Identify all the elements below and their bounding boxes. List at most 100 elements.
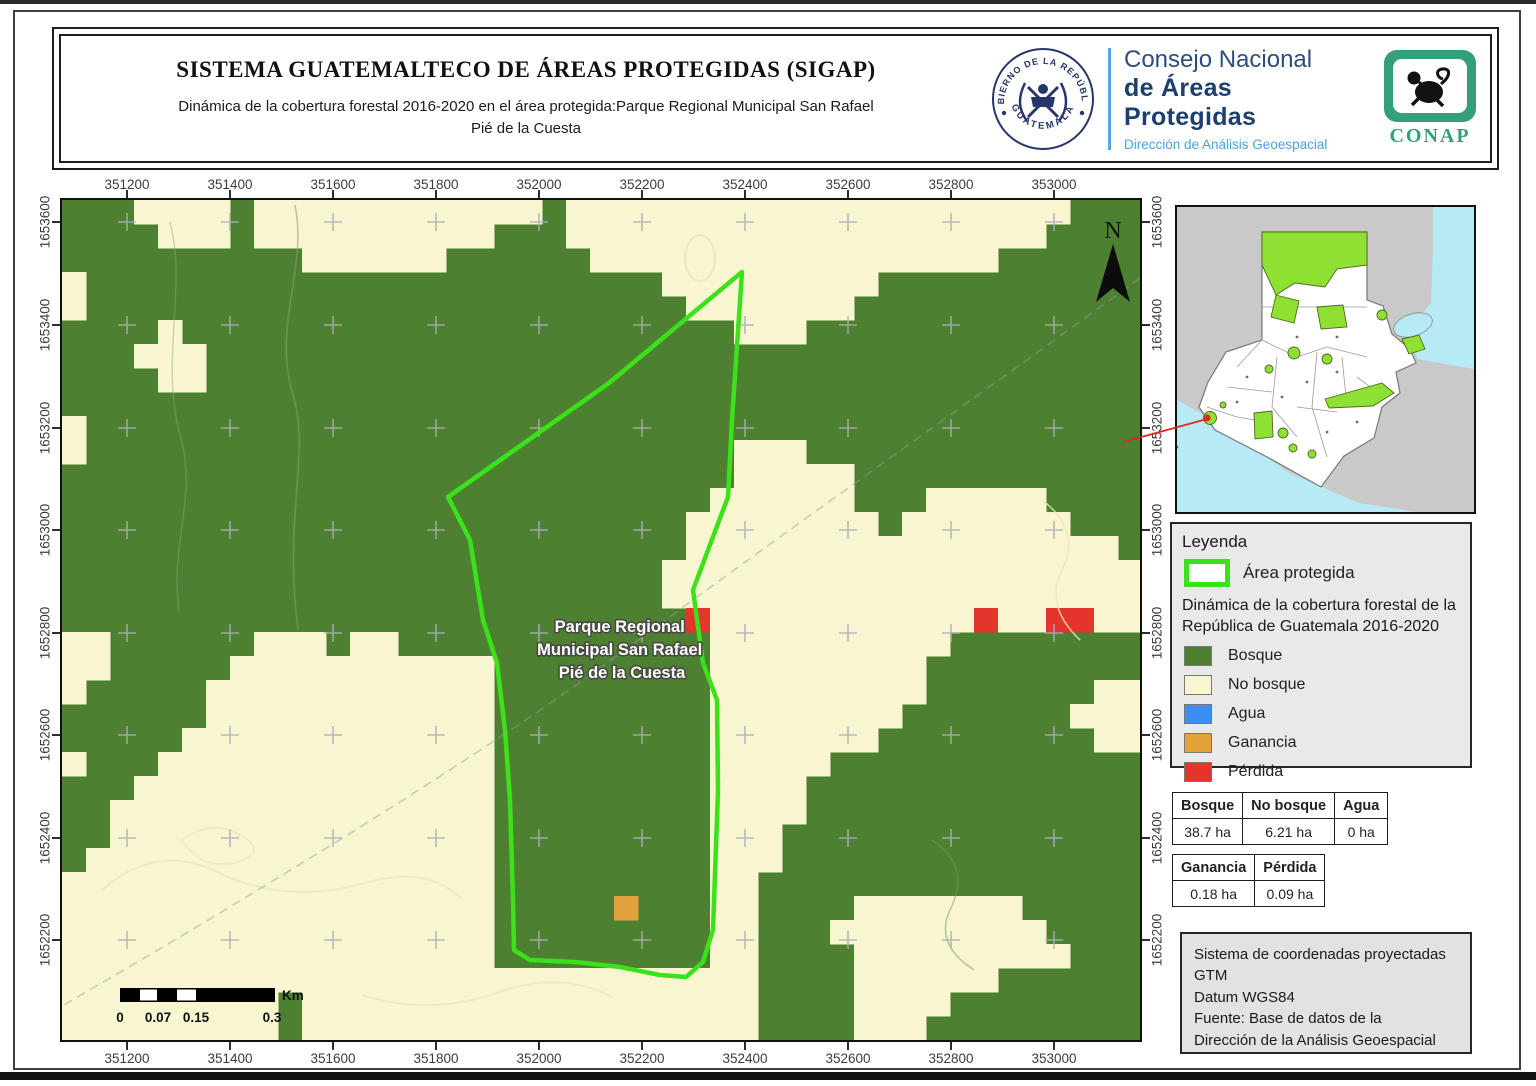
- axis-label-y: 1653400: [1149, 298, 1165, 352]
- legend-item-label: Pérdida: [1228, 762, 1284, 780]
- legend-item: Pérdida: [1184, 761, 1460, 782]
- area-protegida-swatch: [1184, 559, 1230, 587]
- legend-box: Leyenda Área protegida Dinámica de la co…: [1170, 522, 1472, 782]
- axis-label-x: 353000: [1031, 177, 1077, 192]
- axis-label-x: 352400: [722, 177, 768, 192]
- change-header: Ganancia: [1171, 854, 1256, 881]
- svg-text:GOBIERNO DE LA REPÚBLICA: GOBIERNO DE LA REPÚBLICA: [991, 47, 1090, 105]
- info-line: Dirección de la Análisis Geoespacial: [1194, 1031, 1436, 1049]
- axis-tick: [641, 1042, 643, 1050]
- top-border-bar: [0, 0, 1536, 4]
- map-canvas: Parque Regional Municipal San Rafael Pié…: [61, 200, 1166, 1041]
- org-line-3: Dirección de Análisis Geoespacial: [1124, 136, 1328, 152]
- axis-label-y: 1652600: [37, 708, 53, 762]
- legend-item: Bosque: [1184, 645, 1460, 666]
- svg-text:0.15: 0.15: [183, 1010, 210, 1025]
- axis-tick: [1142, 939, 1150, 941]
- axis-tick: [538, 190, 540, 198]
- legend-item-label: Bosque: [1228, 646, 1283, 664]
- legend-items: Bosque No bosque Agua Ganancia Pérdida: [1182, 645, 1460, 782]
- info-line: Fuente: Base de datos de la: [1194, 1010, 1382, 1028]
- axis-tick: [52, 221, 60, 223]
- axis-label-y: 1653200: [37, 401, 53, 455]
- axis-label-y: 1653600: [1149, 195, 1165, 249]
- axis-label-x: 352000: [516, 177, 562, 192]
- contour-lines: [101, 204, 1081, 1007]
- change-value: 0.18 ha: [1171, 880, 1256, 907]
- legend-item: No bosque: [1184, 674, 1460, 695]
- coverage-header: No bosque: [1242, 792, 1336, 819]
- header-inner-frame: SISTEMA GUATEMALTECO DE ÁREAS PROTEGIDAS…: [59, 34, 1492, 163]
- axis-tick: [52, 324, 60, 326]
- inset-speckles: [1175, 335, 1359, 449]
- legend-area-protegida-row: Área protegida: [1184, 559, 1460, 587]
- axis-label-y: 1653400: [37, 298, 53, 352]
- coverage-value: 38.7 ha: [1171, 818, 1244, 845]
- axis-tick: [950, 1042, 952, 1050]
- axis-tick: [847, 190, 849, 198]
- axis-tick: [538, 1042, 540, 1050]
- svg-text:0.07: 0.07: [145, 1010, 171, 1025]
- inset-protected-areas: [1203, 231, 1426, 459]
- axis-label-x: 353000: [1031, 1051, 1077, 1066]
- brand-divider: [1108, 47, 1111, 150]
- coverage-header: Agua: [1334, 792, 1389, 819]
- org-line-1: Consejo Nacional: [1124, 45, 1313, 73]
- axis-tick: [1142, 324, 1150, 326]
- axis-tick: [744, 1042, 746, 1050]
- axis-tick: [229, 1042, 231, 1050]
- page-title: SISTEMA GUATEMALTECO DE ÁREAS PROTEGIDAS…: [176, 57, 876, 83]
- page-subtitle: Dinámica de la cobertura forestal 2016-2…: [178, 98, 874, 137]
- axis-tick: [435, 1042, 437, 1050]
- axis-tick: [1142, 734, 1150, 736]
- north-label: N: [1104, 218, 1121, 244]
- legend-item: Agua: [1184, 703, 1460, 724]
- legend-item-swatch: [1184, 732, 1212, 753]
- axis-label-x: 351800: [413, 1051, 459, 1066]
- axis-tick: [1142, 632, 1150, 634]
- axis-tick: [641, 190, 643, 198]
- info-line: Datum WGS84: [1194, 988, 1295, 1006]
- axis-tick: [52, 939, 60, 941]
- axis-tick: [126, 1042, 128, 1050]
- axis-tick: [435, 190, 437, 198]
- axis-label-x: 352200: [619, 1051, 665, 1066]
- conap-logo-box: [1384, 49, 1476, 122]
- bottom-border-bar: [0, 1072, 1536, 1080]
- axis-label-x: 352600: [825, 1051, 871, 1066]
- scale-bar-labels: 0 0.07 0.15 0.3: [116, 1010, 282, 1025]
- legend-item: Ganancia: [1184, 732, 1460, 753]
- axis-tick: [950, 190, 952, 198]
- projection-info-box: Sistema de coordenadas proyectadas GTM D…: [1180, 932, 1472, 1054]
- axis-label-y: 1652200: [37, 913, 53, 967]
- axis-label-y: 1652200: [1149, 913, 1165, 967]
- axis-tick: [1142, 427, 1150, 429]
- axis-label-x: 351200: [104, 1051, 150, 1066]
- monkey-icon: [1407, 66, 1451, 107]
- axis-tick: [1142, 529, 1150, 531]
- conap-logo: CONAP: [1384, 49, 1476, 148]
- axis-label-y: 1652400: [1149, 811, 1165, 865]
- axis-label-x: 351400: [207, 1051, 253, 1066]
- change-header: Pérdida: [1254, 854, 1326, 881]
- axis-tick: [744, 190, 746, 198]
- axis-label-x: 351400: [207, 177, 253, 192]
- axis-tick: [52, 427, 60, 429]
- quetzal-emblem-icon: [1018, 81, 1068, 122]
- axis-tick: [52, 734, 60, 736]
- axis-label-y: 1652800: [37, 606, 53, 660]
- outer-frame: [13, 10, 1521, 1070]
- axis-label-x: 351200: [104, 177, 150, 192]
- axis-label-y: 1653000: [37, 503, 53, 557]
- axis-label-y: 1652800: [1149, 606, 1165, 660]
- axis-label-x: 352800: [928, 1051, 974, 1066]
- north-arrow-icon: N: [1096, 218, 1130, 302]
- coverage-table: Bosque No bosque Agua 38.7 ha 6.21 ha 0 …: [1171, 792, 1389, 845]
- axis-tick: [847, 1042, 849, 1050]
- seal-top-text: GOBIERNO DE LA REPÚBLICA: [991, 47, 1089, 105]
- axis-tick: [332, 190, 334, 198]
- park-label: Parque Regional Municipal San Rafael Pié…: [537, 618, 707, 682]
- axis-tick: [1142, 837, 1150, 839]
- header-box: SISTEMA GUATEMALTECO DE ÁREAS PROTEGIDAS…: [52, 27, 1499, 170]
